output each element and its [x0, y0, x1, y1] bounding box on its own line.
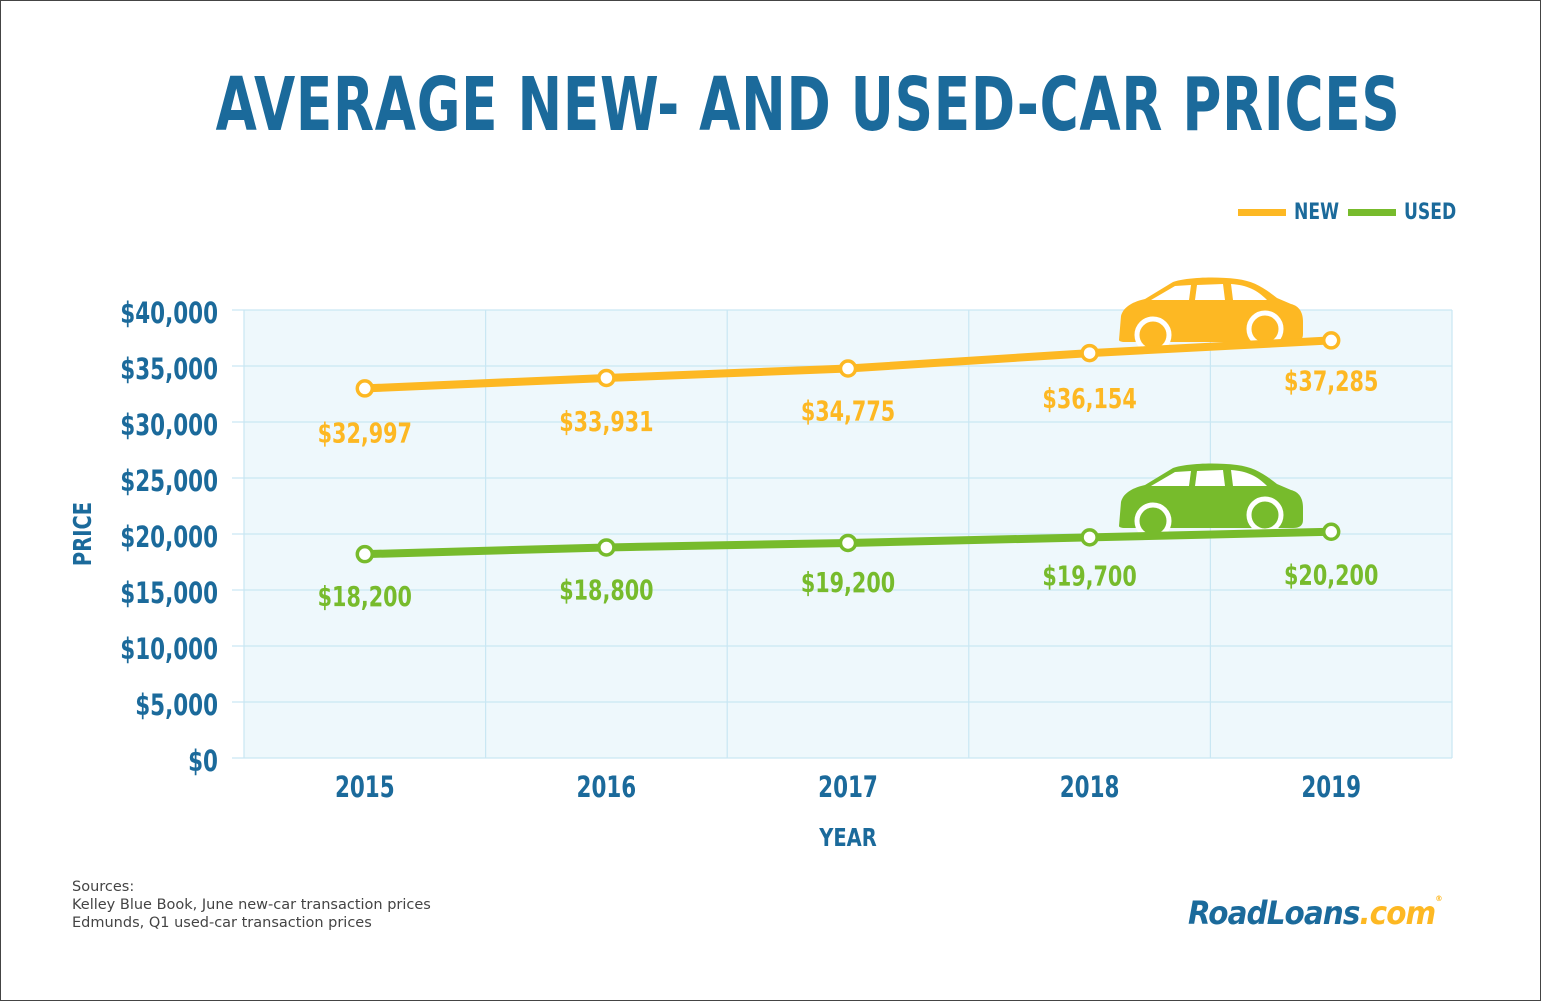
y-tick-label: $20,000	[120, 521, 218, 555]
y-tick-label: $25,000	[120, 465, 218, 499]
legend-used: USED	[1348, 198, 1471, 226]
data-label: $32,997	[318, 416, 412, 449]
source-kbb: Kelley Blue Book, June new-car transacti…	[72, 897, 431, 913]
y-tick-label: $40,000	[120, 297, 218, 331]
sources-heading: Sources:	[72, 879, 135, 895]
x-tick-label: 2016	[577, 771, 637, 805]
data-label: $18,800	[559, 573, 653, 606]
roadloans-logo: RoadLoans.com®	[1188, 894, 1443, 932]
car-icon	[1119, 463, 1303, 540]
y-axis-title: PRICE	[69, 502, 98, 566]
x-tick-label: 2018	[1060, 771, 1120, 805]
car-window-mid	[1195, 470, 1225, 486]
data-label: $18,200	[318, 580, 412, 613]
car-window-front	[1151, 285, 1191, 300]
legend-new-swatch	[1238, 208, 1286, 216]
y-tick-label: $15,000	[120, 577, 218, 611]
logo-com: .com	[1359, 894, 1436, 932]
data-label: $19,700	[1042, 559, 1136, 592]
data-point	[1080, 528, 1099, 547]
data-point	[838, 359, 858, 378]
y-tick-label: $5,000	[135, 689, 218, 723]
logo-registered-mark: ®	[1435, 894, 1443, 903]
source-edmunds: Edmunds, Q1 used-car transaction prices	[72, 915, 372, 931]
data-label: $37,285	[1284, 364, 1378, 397]
car-window-rear	[1231, 284, 1267, 300]
x-tick-label: 2015	[335, 771, 395, 805]
data-label: $19,200	[801, 566, 895, 599]
legend-used-swatch	[1348, 208, 1396, 216]
data-point	[838, 533, 858, 553]
x-axis-title: YEAR	[818, 824, 876, 853]
car-window-rear	[1231, 470, 1267, 486]
data-point	[1321, 331, 1341, 350]
legend-used-label: USED	[1404, 199, 1457, 225]
legend-new: NEW	[1238, 198, 1352, 226]
chart-title: AVERAGE NEW- AND USED-CAR PRICES	[215, 62, 1401, 148]
sources-note: Sources: Kelley Blue Book, June new-car …	[72, 878, 431, 932]
y-tick-label: $0	[188, 745, 218, 779]
data-label: $36,154	[1042, 382, 1136, 415]
logo-road: RoadLoans	[1188, 894, 1360, 932]
x-tick-label: 2019	[1301, 771, 1361, 805]
car-window-front	[1151, 471, 1191, 486]
x-tick-label: 2017	[818, 771, 878, 805]
data-label: $20,200	[1284, 559, 1378, 592]
car-window-mid	[1195, 284, 1225, 300]
car-wheel-rear	[1246, 496, 1284, 534]
legend-new-label: NEW	[1294, 199, 1340, 225]
data-point	[1321, 522, 1341, 542]
data-point	[597, 538, 616, 557]
data-point	[1080, 343, 1099, 363]
y-tick-label: $30,000	[120, 409, 218, 443]
data-point	[597, 368, 616, 388]
data-label: $34,775	[801, 394, 895, 427]
data-label: $33,931	[559, 405, 653, 438]
y-tick-label: $35,000	[120, 353, 218, 387]
y-tick-label: $10,000	[120, 633, 218, 667]
data-point	[355, 379, 375, 398]
data-point	[355, 544, 375, 564]
